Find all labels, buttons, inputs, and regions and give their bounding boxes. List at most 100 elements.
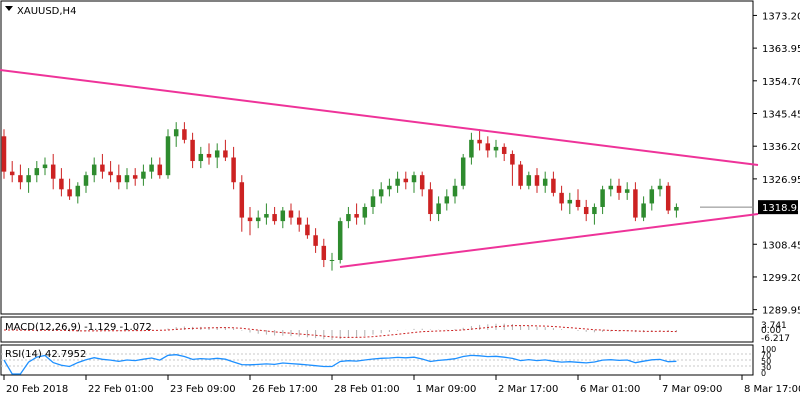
candle-body xyxy=(59,178,64,190)
macd-scale-bottom: -6.217 xyxy=(761,334,790,344)
candle xyxy=(124,168,130,190)
descending-trendline xyxy=(0,69,759,166)
candle xyxy=(403,171,409,190)
candle xyxy=(657,178,663,197)
candle xyxy=(575,189,581,211)
rsi-pane: RSI(14) 42.7952 100 70 50 30 0 xyxy=(0,344,776,378)
price-tick-label: 1373.20 xyxy=(762,11,800,22)
candle xyxy=(75,182,81,204)
candle-body xyxy=(575,199,581,207)
candle xyxy=(157,157,163,179)
candle-body xyxy=(108,171,113,176)
candle-body xyxy=(83,175,89,186)
candle-body xyxy=(444,196,450,204)
rsi-scale-70: 70 xyxy=(761,351,771,360)
time-tick-label: 1 Mar 09:00 xyxy=(416,384,476,395)
price-tick-label: 1326.95 xyxy=(762,175,800,186)
candle xyxy=(674,203,679,218)
candle xyxy=(288,203,294,225)
price-tag-bg xyxy=(758,200,798,215)
candle xyxy=(493,139,499,158)
candle-body xyxy=(452,185,458,197)
candle-body xyxy=(477,139,482,144)
candle xyxy=(173,122,179,147)
candle xyxy=(206,143,212,165)
candle-body xyxy=(206,153,212,158)
current-price-tag: 1318.95 xyxy=(758,200,800,215)
candle xyxy=(329,252,335,271)
candle-body xyxy=(124,175,130,183)
candle-body xyxy=(616,185,622,193)
candle xyxy=(141,164,146,186)
candle-body xyxy=(674,206,679,211)
candle xyxy=(198,146,204,169)
candle-body xyxy=(403,178,409,183)
rsi-scale-50: 50 xyxy=(761,357,771,366)
candle xyxy=(436,196,441,222)
candle-body xyxy=(313,235,318,246)
price-tick-label: 1299.20 xyxy=(762,273,800,284)
candle-body xyxy=(567,199,573,204)
candle xyxy=(542,171,548,193)
candle xyxy=(428,182,433,222)
triangle-down-icon[interactable] xyxy=(5,6,13,11)
candle-body xyxy=(526,175,532,186)
candle-body xyxy=(534,175,540,186)
candle-body xyxy=(280,210,286,222)
rsi-scale-0: 0 xyxy=(761,369,766,378)
candle xyxy=(370,189,376,215)
candle-body xyxy=(329,259,335,261)
candle-body xyxy=(608,185,614,190)
candle-body xyxy=(395,178,400,186)
time-tick-label: 22 Feb 01:00 xyxy=(88,384,154,395)
candle xyxy=(460,153,466,190)
price-tick-label: 1308.45 xyxy=(762,240,800,251)
candle-body xyxy=(18,175,23,183)
ascending-trendline xyxy=(339,213,759,268)
candle xyxy=(444,189,450,211)
candle-body xyxy=(436,203,441,215)
candle xyxy=(411,171,417,193)
candle xyxy=(108,161,113,183)
candle xyxy=(100,153,105,179)
candle-body xyxy=(469,139,474,158)
macd-pane-frame xyxy=(0,316,754,343)
candle xyxy=(223,139,228,162)
candle-body xyxy=(419,175,425,190)
main-price-pane xyxy=(0,0,759,315)
candle-body xyxy=(583,206,589,215)
time-tick-label: 26 Feb 17:00 xyxy=(252,384,318,395)
time-tick-label: 2 Mar 17:00 xyxy=(498,384,558,395)
candle-body xyxy=(100,164,105,172)
candle-body xyxy=(182,129,187,140)
candle-body xyxy=(264,214,269,218)
candle xyxy=(18,164,23,190)
macd-scale-zero: 0.00 xyxy=(761,326,781,336)
candle-body xyxy=(67,189,72,197)
macd-pane: MACD(12,26,9) -1.129 -1.072 3.741 0.00 -… xyxy=(0,316,790,344)
candle xyxy=(583,199,589,222)
time-tick-label: 20 Feb 2018 xyxy=(6,384,68,395)
candle-body xyxy=(165,136,171,176)
candle-body xyxy=(296,217,302,225)
candle xyxy=(182,122,187,144)
main-pane-frame xyxy=(0,0,754,315)
candle xyxy=(247,206,253,236)
candle-body xyxy=(116,175,122,183)
candle-body xyxy=(665,185,671,211)
candle xyxy=(665,182,671,215)
candle xyxy=(50,153,56,190)
rsi-scale-100: 100 xyxy=(761,345,776,354)
candle-body xyxy=(1,136,7,172)
candle xyxy=(296,210,302,232)
candle xyxy=(559,185,564,211)
candle xyxy=(346,206,351,229)
candle xyxy=(387,178,392,197)
candle xyxy=(214,143,220,169)
time-tick-label: 7 Mar 09:00 xyxy=(662,384,722,395)
candle-body xyxy=(592,206,597,215)
time-axis: 20 Feb 2018 22 Feb 01:00 23 Feb 09:00 26 Fe… xyxy=(3,375,800,395)
candle-body xyxy=(247,217,253,222)
candle-body xyxy=(337,221,343,260)
